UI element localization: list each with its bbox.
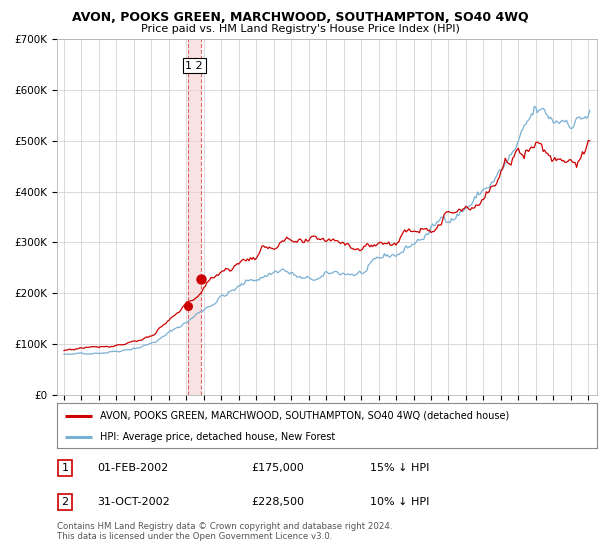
Text: Price paid vs. HM Land Registry's House Price Index (HPI): Price paid vs. HM Land Registry's House …	[140, 24, 460, 34]
Text: 2: 2	[62, 497, 68, 507]
Text: 01-FEB-2002: 01-FEB-2002	[97, 463, 169, 473]
Text: 31-OCT-2002: 31-OCT-2002	[97, 497, 170, 507]
Text: 10% ↓ HPI: 10% ↓ HPI	[370, 497, 430, 507]
Text: 1: 1	[62, 463, 68, 473]
Text: 1 2: 1 2	[185, 60, 203, 71]
Text: 15% ↓ HPI: 15% ↓ HPI	[370, 463, 430, 473]
Bar	[188, 39, 201, 395]
Text: £175,000: £175,000	[251, 463, 304, 473]
Text: HPI: Average price, detached house, New Forest: HPI: Average price, detached house, New …	[100, 432, 335, 442]
Text: AVON, POOKS GREEN, MARCHWOOD, SOUTHAMPTON, SO40 4WQ: AVON, POOKS GREEN, MARCHWOOD, SOUTHAMPTO…	[71, 11, 529, 24]
Text: £228,500: £228,500	[251, 497, 304, 507]
Text: Contains HM Land Registry data © Crown copyright and database right 2024.
This d: Contains HM Land Registry data © Crown c…	[57, 522, 392, 542]
Text: AVON, POOKS GREEN, MARCHWOOD, SOUTHAMPTON, SO40 4WQ (detached house): AVON, POOKS GREEN, MARCHWOOD, SOUTHAMPTO…	[100, 410, 509, 421]
